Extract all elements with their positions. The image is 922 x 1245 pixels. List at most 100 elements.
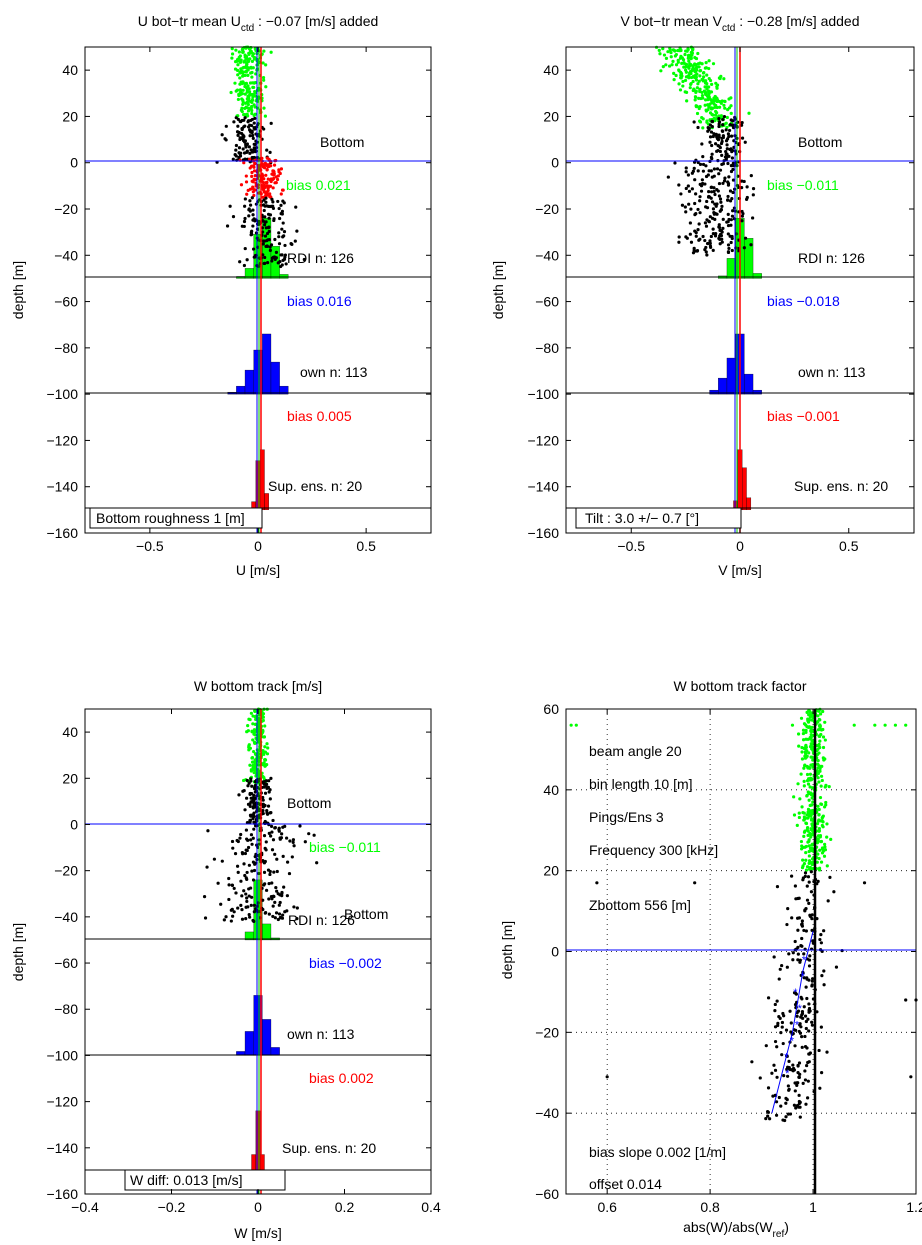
hist-bar bbox=[262, 333, 272, 395]
hist-bar bbox=[744, 238, 754, 279]
scatter-point bbox=[720, 240, 724, 244]
scatter-point bbox=[276, 892, 280, 896]
scatter-point bbox=[802, 811, 806, 815]
scatter-point bbox=[695, 104, 699, 108]
scatter-point bbox=[266, 212, 271, 216]
scatter-point bbox=[805, 813, 809, 817]
scatter-point bbox=[747, 111, 751, 115]
scatter-point bbox=[243, 53, 247, 57]
scatter-point bbox=[707, 190, 711, 194]
scatter-point bbox=[242, 263, 247, 268]
scatter-point bbox=[731, 119, 735, 123]
scatter-point bbox=[691, 47, 695, 51]
scatter-point bbox=[252, 787, 257, 791]
scatter-point bbox=[262, 804, 267, 808]
scatter-point bbox=[252, 247, 256, 251]
hist-bar bbox=[752, 389, 762, 395]
scatter-point bbox=[262, 203, 266, 207]
scatter-point bbox=[248, 134, 252, 138]
hist-bar bbox=[262, 1019, 272, 1056]
x-tick-label: 0.2 bbox=[335, 1199, 355, 1215]
scatter-point bbox=[264, 204, 269, 208]
scatter-point bbox=[694, 75, 698, 79]
scatter-point bbox=[269, 121, 273, 125]
scatter-point bbox=[785, 1067, 789, 1071]
scatter-point bbox=[243, 116, 247, 120]
scatter-point bbox=[280, 263, 284, 267]
scatter-point bbox=[266, 804, 271, 808]
scatter-point bbox=[252, 188, 257, 192]
scatter-point bbox=[717, 114, 721, 118]
scatter-point bbox=[711, 62, 716, 66]
scatter-point bbox=[793, 1089, 797, 1093]
scatter-point bbox=[736, 185, 740, 189]
scatter-point bbox=[275, 177, 280, 182]
scatter-point bbox=[270, 259, 274, 263]
scatter-point bbox=[241, 102, 245, 107]
scatter-point bbox=[248, 187, 253, 191]
scatter-point bbox=[840, 948, 844, 953]
scatter-point bbox=[784, 1028, 789, 1032]
scatter-point bbox=[693, 881, 697, 885]
scatter-point bbox=[804, 737, 808, 741]
scatter-point bbox=[245, 65, 249, 69]
scatter-point bbox=[724, 149, 728, 154]
scatter-point bbox=[251, 180, 255, 184]
scatter-point bbox=[247, 887, 251, 891]
scatter-point bbox=[265, 742, 269, 746]
scatter-point bbox=[728, 123, 732, 127]
scatter-point bbox=[269, 179, 273, 184]
scatter-point bbox=[806, 816, 810, 820]
scatter-point bbox=[248, 123, 252, 127]
scatter-point bbox=[802, 779, 806, 783]
scatter-point bbox=[740, 179, 744, 183]
scatter-point bbox=[810, 913, 814, 917]
scatter-point bbox=[695, 86, 699, 90]
scatter-point bbox=[705, 87, 709, 91]
scatter-point bbox=[227, 876, 231, 881]
scatter-point bbox=[281, 854, 285, 858]
scatter-point bbox=[824, 803, 828, 807]
scatter-point bbox=[805, 865, 810, 869]
scatter-point bbox=[264, 888, 269, 892]
scatter-point bbox=[237, 55, 241, 60]
scatter-point bbox=[704, 61, 708, 65]
scatter-point bbox=[244, 81, 249, 85]
scatter-point bbox=[684, 235, 688, 239]
scatter-point bbox=[807, 709, 811, 713]
scatter-point bbox=[799, 1025, 803, 1029]
scatter-point bbox=[704, 108, 708, 112]
scatter-point bbox=[796, 945, 800, 950]
scatter-point bbox=[781, 1118, 785, 1122]
scatter-point bbox=[268, 788, 272, 792]
scatter-point bbox=[802, 928, 806, 933]
scatter-point bbox=[780, 1025, 784, 1029]
scatter-point bbox=[252, 801, 256, 806]
scatter-point bbox=[680, 61, 684, 66]
scatter-point bbox=[745, 197, 749, 201]
scatter-point bbox=[261, 859, 265, 863]
scatter-point bbox=[817, 734, 821, 738]
scatter-point bbox=[696, 207, 700, 212]
scatter-point bbox=[807, 798, 811, 802]
scatter-point bbox=[251, 224, 255, 228]
scatter-point bbox=[261, 715, 265, 719]
scatter-point bbox=[729, 218, 733, 222]
scatter-point bbox=[822, 969, 826, 973]
scatter-point bbox=[713, 202, 717, 206]
scatter-point bbox=[803, 1078, 808, 1082]
scatter-point bbox=[248, 128, 252, 132]
scatter-point bbox=[247, 781, 251, 785]
panel-u-bg bbox=[85, 47, 431, 533]
y-tick-label: 20 bbox=[543, 863, 559, 879]
hist-bar bbox=[718, 377, 728, 395]
panel-v-axes: 40 20 0 −20 −40 −60 −80 −100 −120 −140 −160 −0.5 0 0.… bbox=[527, 47, 914, 554]
scatter-point bbox=[287, 871, 292, 876]
scatter-point bbox=[828, 875, 832, 879]
scatter-point bbox=[772, 955, 776, 959]
scatter-point bbox=[683, 65, 688, 69]
scatter-point bbox=[253, 741, 257, 745]
panel-u-sup-n: Sup. ens. n: 20 bbox=[268, 478, 362, 494]
scatter-point bbox=[717, 181, 722, 186]
hist-bar bbox=[262, 923, 272, 941]
